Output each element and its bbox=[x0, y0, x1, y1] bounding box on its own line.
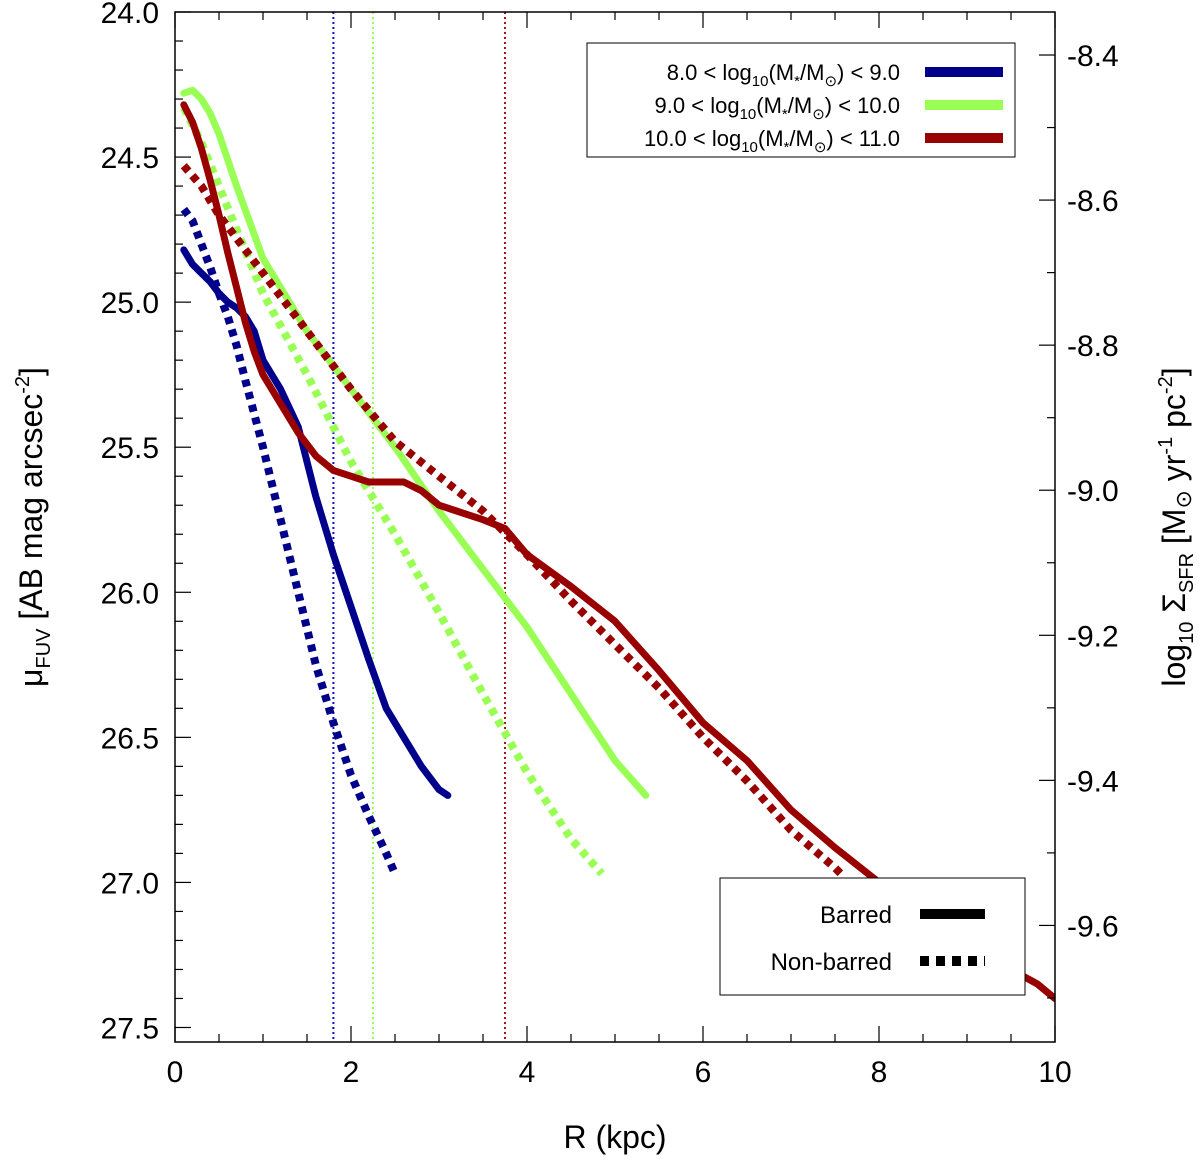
series-line-4 bbox=[180, 101, 1055, 1002]
y2-axis-title-sub1: 10 bbox=[1176, 622, 1198, 644]
x-tick-label: 8 bbox=[871, 1056, 888, 1089]
y2-axis-title-sup1: -1 bbox=[1155, 437, 1177, 455]
style-legend-label: Barred bbox=[820, 902, 892, 929]
x-tick-label: 2 bbox=[343, 1056, 360, 1089]
y2-axis-title-yr: yr bbox=[1156, 454, 1192, 490]
y-tick-label: 27.0 bbox=[101, 867, 159, 900]
y-axis-title-rest: [AB mag arcsec bbox=[13, 394, 49, 629]
x-tick-label: 0 bbox=[167, 1056, 184, 1089]
y2-tick-label: -9.4 bbox=[1067, 765, 1119, 798]
profile-lines bbox=[180, 86, 1055, 1002]
y2-axis-title-sub2: SFR bbox=[1176, 553, 1198, 593]
y-tick-label: 24.5 bbox=[101, 142, 159, 175]
y2-tick-label: -8.6 bbox=[1067, 185, 1119, 218]
series-line-1 bbox=[180, 206, 399, 876]
y2-tick-label: -9.0 bbox=[1067, 475, 1119, 508]
y-axis-title-sub: FUV bbox=[33, 628, 55, 669]
y2-tick-label: -9.6 bbox=[1067, 910, 1119, 943]
mass-legend-label: 10.0 < log10(M*/M⊙) < 11.0 bbox=[644, 126, 900, 156]
y-tick-label: 26.0 bbox=[101, 577, 159, 610]
y-tick-label: 26.5 bbox=[101, 722, 159, 755]
series-line-3 bbox=[180, 105, 605, 877]
style-legend-label: Non-barred bbox=[771, 949, 892, 976]
x-axis-title: R (kpc) bbox=[563, 1119, 666, 1155]
mass-legend: 8.0 < log10(M*/M⊙) < 9.09.0 < log10(M*/M… bbox=[586, 42, 1016, 158]
y-tick-label: 25.5 bbox=[101, 432, 159, 465]
y2-axis-title-sigma: Σ bbox=[1156, 593, 1192, 622]
y-axis-title-main: μ bbox=[13, 669, 49, 687]
y-tick-label: 27.5 bbox=[101, 1012, 159, 1045]
y2-axis-title-sup2: -2 bbox=[1155, 376, 1177, 394]
axis-tick-labels: 0 2 4 6 8 10 24.0 24.5 25.0 25.5 26.0 26.5 27.0 27.5 -… bbox=[101, 0, 1119, 1089]
y2-axis-title-pc: pc bbox=[1156, 394, 1192, 437]
y-axis-title-sup: -2 bbox=[12, 376, 34, 394]
y-tick-label: 24.0 bbox=[101, 0, 159, 30]
mass-legend-label: 8.0 < log10(M*/M⊙) < 9.0 bbox=[667, 60, 900, 90]
series-line-5 bbox=[180, 163, 847, 880]
y2-axis-title-close: ] bbox=[1156, 367, 1192, 376]
y2-axis-title-log: log bbox=[1156, 644, 1192, 687]
y2-axis-title-open: [M bbox=[1156, 509, 1192, 553]
y2-tick-label: -8.4 bbox=[1067, 40, 1119, 73]
series-line-2 bbox=[180, 86, 650, 799]
x-tick-label: 10 bbox=[1038, 1056, 1071, 1089]
y2-tick-label: -9.2 bbox=[1067, 620, 1119, 653]
y2-tick-label: -8.8 bbox=[1067, 330, 1119, 363]
y-axis-title-close: ] bbox=[13, 367, 49, 376]
x-tick-label: 4 bbox=[519, 1056, 536, 1089]
style-legend: Barred Non-barred bbox=[719, 877, 1026, 996]
y-axis-title: μFUV [AB mag arcsec-2] bbox=[12, 367, 55, 687]
y2-axis-title-sun: ⊙ bbox=[1171, 490, 1196, 508]
mass-legend-label: 9.0 < log10(M*/M⊙) < 10.0 bbox=[655, 93, 900, 123]
x-tick-label: 6 bbox=[695, 1056, 712, 1089]
axis-ticks bbox=[174, 11, 1056, 1042]
y2-axis-title: log10 ΣSFR [M⊙ yr-1 pc-2] bbox=[1155, 367, 1198, 686]
style-legend-box bbox=[719, 877, 1026, 996]
y-tick-label: 25.0 bbox=[101, 287, 159, 320]
